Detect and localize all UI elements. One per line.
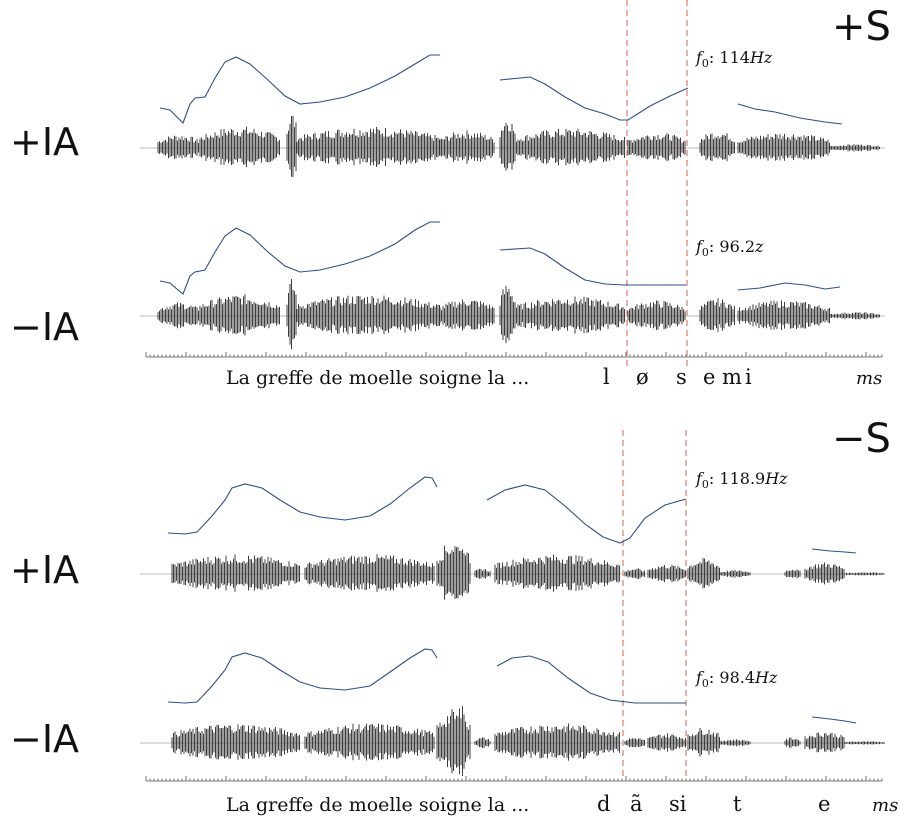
phoneme-labels: d ã si t e (597, 792, 830, 816)
svg-text:f0: 114Hz: f0: 114Hz (695, 48, 773, 70)
condition-label: −S (832, 416, 891, 462)
phoneme-labels: l ø s e m i (603, 365, 752, 389)
phoneme-label: t (733, 792, 742, 816)
f0-readout: f0: 118.9Hz (695, 469, 788, 491)
pitch-contour (811, 716, 857, 724)
pitch-contour (737, 282, 841, 291)
phoneme-label: i (745, 365, 752, 389)
svg-text:f0: 96.2z: f0: 96.2z (695, 237, 764, 259)
pitch-contour (496, 655, 686, 704)
waveform (140, 279, 885, 350)
axis-unit: ms (856, 368, 882, 389)
phoneme-label: d (597, 792, 610, 816)
waveform (140, 545, 885, 600)
time-axis (145, 776, 883, 782)
pitch-contour (159, 54, 440, 124)
waveform (140, 115, 885, 178)
phoneme-label: ã (630, 792, 643, 816)
phoneme-label: ø (636, 365, 649, 389)
panel-plus-s: +S +IA f0: 114Hz −IA f0: 96.2z La greffe… (10, 0, 891, 389)
pitch-contour (499, 247, 686, 286)
pitch-contour (486, 484, 687, 544)
phoneme-label: si (669, 792, 687, 816)
phoneme-label: s (676, 365, 687, 389)
waveform (140, 706, 885, 776)
sentence-text: La greffe de moelle soigne la ... (226, 367, 529, 389)
phoneme-label: m (722, 365, 742, 389)
axis-unit: ms (872, 795, 898, 816)
pitch-contour (737, 103, 843, 125)
pitch-contour (811, 548, 857, 554)
pitch-contour (159, 221, 440, 295)
pitch-contour (499, 76, 689, 121)
pitch-contour (167, 476, 438, 535)
svg-text:f0: 98.4Hz: f0: 98.4Hz (695, 668, 778, 690)
f0-readout: f0: 114Hz (695, 48, 773, 70)
sentence-text: La greffe de moelle soigne la ... (226, 794, 529, 816)
ia-label: +IA (10, 120, 79, 164)
svg-text:f0: 118.9Hz: f0: 118.9Hz (695, 469, 788, 491)
f0-readout: f0: 98.4Hz (695, 668, 778, 690)
f0-readout: f0: 96.2z (695, 237, 764, 259)
panel-minus-s: −S +IA f0: 118.9Hz −IA f0: 98.4Hz La gre… (10, 416, 898, 816)
pitch-contour (167, 648, 438, 704)
ia-label: −IA (10, 717, 79, 761)
time-axis (145, 352, 883, 358)
condition-label: +S (832, 4, 891, 50)
phoneme-label: e (703, 365, 715, 389)
ia-label: −IA (10, 305, 79, 349)
phoneme-label: l (603, 365, 610, 389)
phoneme-label: e (818, 792, 830, 816)
ia-label: +IA (10, 548, 79, 592)
